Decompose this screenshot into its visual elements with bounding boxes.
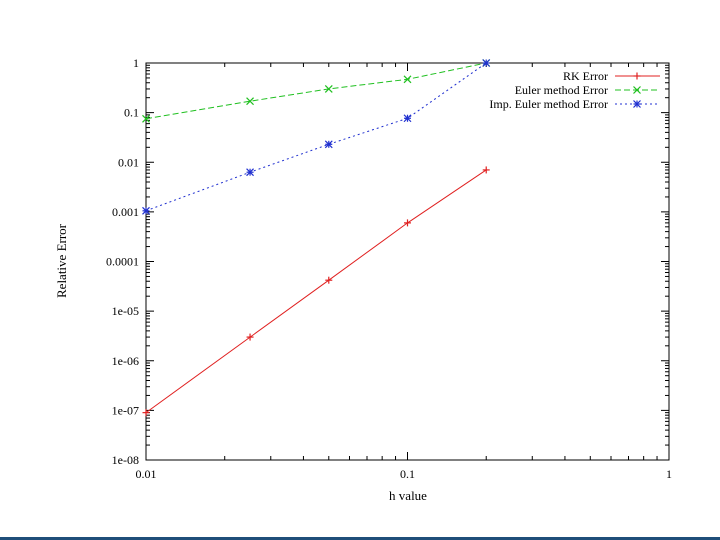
plot-frame (145, 62, 670, 461)
marker-stroke (403, 114, 412, 123)
y-tick-label: 0.001 (112, 205, 139, 219)
x-tick-label: 1 (666, 467, 672, 481)
y-tick-label: 0.0001 (106, 255, 139, 269)
legend-marker (633, 100, 641, 108)
data-point-series-2 (403, 114, 412, 123)
marker-stroke (246, 97, 254, 106)
y-tick-label: 1e-05 (112, 304, 139, 318)
data-point-series-2 (142, 206, 150, 215)
series-line-2 (145, 62, 487, 212)
legend-label: Imp. Euler method Error (489, 97, 608, 111)
x-tick-label: 0.1 (400, 467, 415, 481)
y-tick-label: 1e-06 (112, 354, 139, 368)
data-point-series-1 (403, 75, 412, 84)
data-point-series-1 (142, 114, 150, 123)
legend-marker (633, 86, 641, 94)
data-point-series-0 (404, 219, 411, 227)
marker-stroke (633, 100, 641, 108)
series-line-1 (145, 62, 487, 120)
y-tick-label: 1e-08 (112, 453, 139, 467)
data-point-series-0 (325, 276, 333, 284)
data-point-series-1 (324, 85, 333, 93)
series-line-0 (145, 169, 487, 414)
x-tick-label: 0.01 (136, 467, 157, 481)
data-point-series-2 (324, 140, 333, 149)
axis-ticks: 1e-08 1e-07 1e-06 1e-05 0.0001 0.001 0.01 0.1 1 0… (106, 56, 672, 481)
data-point-series-1 (246, 97, 254, 106)
marker-stroke (246, 168, 254, 177)
y-axis-label: Relative Error (54, 223, 69, 298)
data-point-series-2 (246, 168, 254, 177)
marker-stroke (142, 206, 150, 215)
marker-stroke (633, 86, 641, 94)
legend-label: Euler method Error (515, 83, 608, 97)
data-point-series-0 (246, 333, 254, 341)
legend-marker (633, 72, 641, 80)
data-point-series-2 (482, 59, 491, 67)
data-point-series-0 (142, 409, 150, 417)
marker-stroke (324, 85, 333, 93)
data-point-series-0 (482, 166, 490, 174)
y-tick-label: 1 (133, 56, 139, 70)
marker-stroke (403, 75, 412, 84)
legend-label: RK Error (563, 69, 608, 83)
bottom-accent-bar (0, 537, 720, 540)
y-tick-label: 0.1 (124, 106, 139, 120)
marker-stroke (482, 59, 491, 67)
x-axis-label: h value (389, 488, 427, 503)
y-tick-label: 1e-07 (112, 403, 139, 417)
y-tick-label: 0.01 (118, 155, 139, 169)
marker-stroke (142, 114, 150, 123)
marker-stroke (324, 140, 333, 149)
series-layer (142, 59, 491, 417)
